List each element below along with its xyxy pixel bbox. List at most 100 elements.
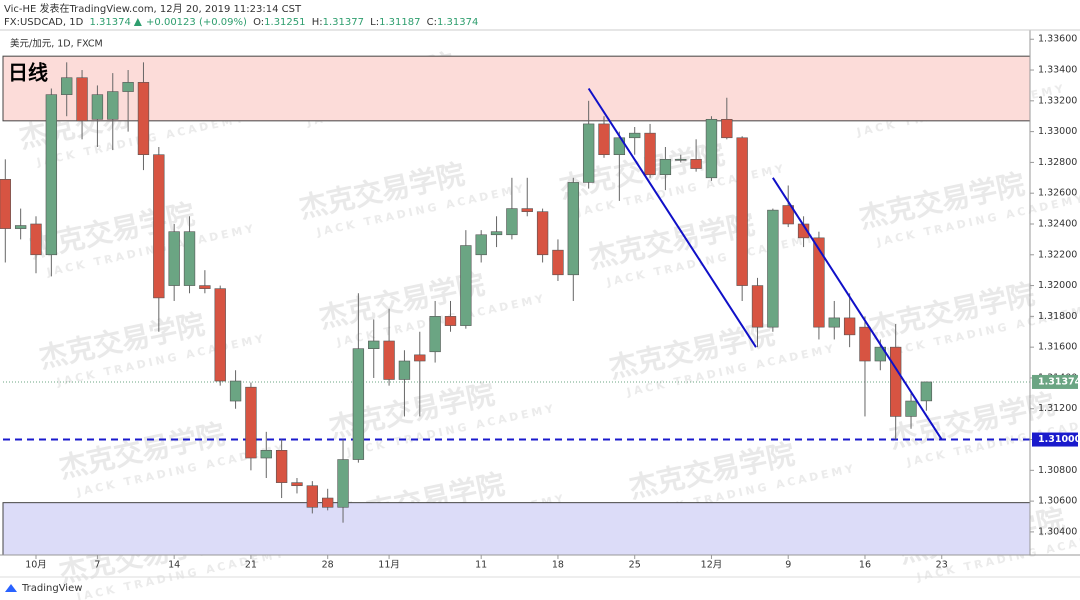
x-tick-label: 7 [94, 560, 100, 571]
y-tick-label: 1.31600 [1038, 342, 1077, 353]
price-label-box [1032, 432, 1078, 447]
candle-body [383, 340, 395, 380]
candle-body [107, 91, 119, 120]
y-tick-label: 1.33400 [1038, 65, 1077, 76]
trend-line [772, 177, 943, 441]
ohlc-value: 1.31251 [264, 17, 305, 28]
y-tick-label: 1.32600 [1038, 188, 1077, 199]
y-tick-label: 1.33000 [1038, 126, 1077, 137]
y-tick-label: 1.32200 [1038, 249, 1077, 260]
candle-body [659, 159, 672, 176]
candle-body [368, 340, 380, 349]
ohlc-label: L: [370, 17, 379, 28]
candle-body [337, 459, 349, 508]
candle-body [14, 225, 27, 229]
x-tick-label: 28 [322, 560, 334, 571]
x-tick-label: 16 [859, 560, 871, 571]
candle-body [552, 249, 564, 276]
candle-body [45, 94, 58, 256]
x-tick-label: 21 [245, 560, 257, 571]
candle-body [322, 497, 334, 508]
ohlc-value: 1.31374 [437, 17, 478, 28]
y-tick-label: 1.32400 [1038, 218, 1077, 229]
y-tick-label: 1.32000 [1038, 280, 1077, 291]
candle-body [920, 381, 933, 402]
candle-body [890, 346, 902, 417]
candle-body [153, 154, 165, 299]
candle-body [644, 132, 656, 176]
y-tick-label: 1.31800 [1038, 311, 1077, 322]
brand-logo: TradingView [5, 583, 82, 594]
candle-body [598, 123, 610, 156]
candle-body [414, 354, 426, 362]
candle-body [582, 123, 595, 183]
candle-body [199, 285, 211, 289]
candle-body [506, 208, 518, 236]
candle-body [782, 205, 794, 225]
candle-body [229, 380, 242, 402]
change: +0.00123 (+0.09%) [146, 17, 247, 28]
candle-body [828, 317, 840, 328]
legend: 美元/加元, 1D, FXCM [10, 38, 103, 50]
trend-line [587, 87, 757, 348]
candle-body [76, 77, 88, 122]
candle-body [675, 159, 687, 161]
candle-body [490, 231, 503, 236]
y-tick-label: 1.33200 [1038, 95, 1077, 106]
candle-body [352, 348, 365, 460]
symbol: FX:USDCAD, 1D [4, 17, 84, 28]
symbol-line: FX:USDCAD, 1D 1.31374 +0.00123 (+0.09%) … [4, 17, 478, 28]
x-tick-label: 9 [785, 560, 791, 571]
candle-body [767, 209, 779, 328]
x-tick-label: 11月 [378, 560, 400, 571]
candle-body [690, 159, 702, 169]
x-tick-label: 11 [475, 560, 487, 571]
ohlc-value: 1.31187 [379, 17, 420, 28]
candle-body [429, 316, 441, 353]
candle-body [260, 450, 272, 459]
candle-body [859, 326, 871, 362]
candle-body [751, 285, 764, 328]
candle-body [122, 82, 134, 92]
ohlc-label: C: [427, 17, 437, 28]
candle-body [813, 237, 825, 328]
x-tick-label: 25 [629, 560, 641, 571]
up-arrow [133, 18, 142, 26]
candle-body [460, 245, 472, 326]
candle-body [721, 118, 733, 139]
y-tick-label: 1.30400 [1038, 526, 1077, 537]
candle-body [444, 316, 457, 326]
candle-body [91, 94, 104, 120]
plot-area [0, 55, 1031, 556]
price-label-box [1032, 374, 1078, 389]
x-tick-label: 12月 [701, 560, 723, 571]
brand: TradingView [21, 583, 82, 594]
candle-body [843, 317, 856, 336]
candle-body [398, 360, 411, 380]
x-tick-label: 14 [168, 560, 180, 571]
author-line: Vic-HE 发表在TradingView.com, 12月 20, 2019 … [4, 2, 302, 15]
candle-body [567, 182, 579, 276]
candle-body [245, 386, 257, 459]
candle-body [736, 137, 748, 286]
y-tick-label: 1.31200 [1038, 403, 1077, 414]
candle-body [629, 132, 641, 139]
ohlc-label: H: [312, 17, 323, 28]
price-label: 1.31000 [1038, 434, 1080, 445]
x-tick-label: 10月 [25, 560, 47, 571]
ohlc-label: O: [253, 17, 264, 28]
candle-body [536, 211, 549, 256]
candle-body [183, 231, 196, 286]
x-tick-label: 18 [552, 560, 564, 571]
candle-body [30, 223, 42, 256]
candle-body [137, 82, 150, 156]
x-tick-label: 23 [936, 560, 948, 571]
candle-body [306, 485, 319, 508]
zone [2, 502, 1031, 556]
candle-body [905, 400, 917, 417]
price-label: 1.31374 [1038, 376, 1080, 387]
candle-body [61, 77, 73, 95]
candle-body [275, 450, 288, 483]
zone [2, 55, 1031, 122]
